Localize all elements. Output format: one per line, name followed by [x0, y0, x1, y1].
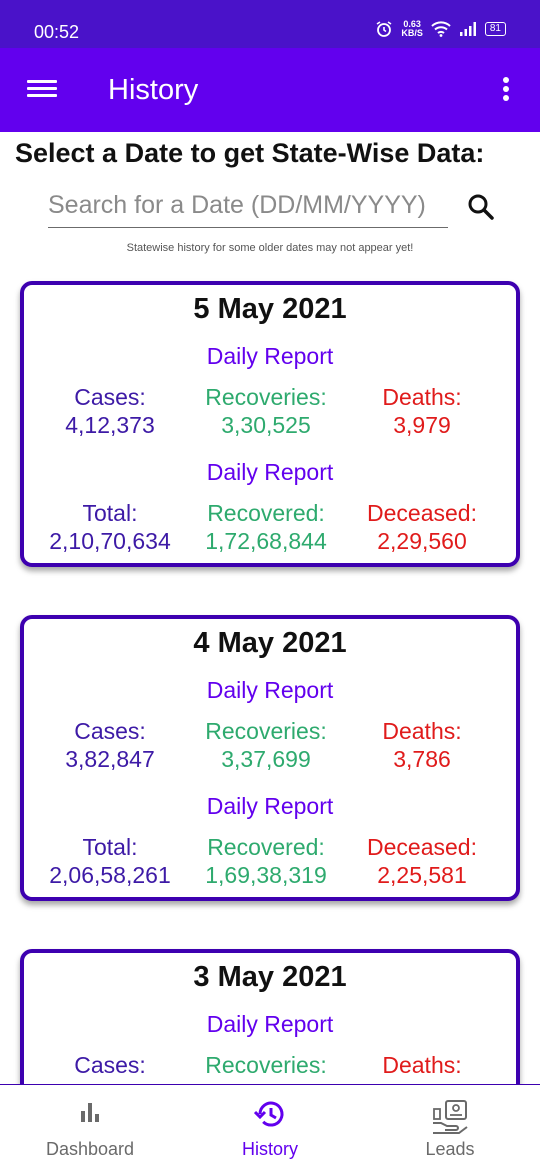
nav-item-dashboard[interactable]: Dashboard — [0, 1085, 180, 1170]
app-bar-title: History — [108, 74, 199, 106]
deceased-value: 2,25,581 — [377, 862, 467, 888]
deaths-label: Deaths: — [382, 718, 462, 744]
bottom-navigation: Dashboard History Leads — [0, 1084, 540, 1170]
net-speed-unit: KB/S — [401, 28, 423, 38]
recovered-label: Recovered: — [207, 834, 325, 860]
cases-label: Cases: — [74, 1052, 146, 1078]
deaths-stat: Deaths: 3,979 — [332, 383, 512, 439]
card-date: 5 May 2021 — [193, 293, 347, 325]
battery-indicator: 81 — [484, 22, 506, 36]
history-card[interactable]: 4 May 2021 Daily Report Cases: 3,82,847 R… — [20, 615, 520, 901]
recovered-value: 1,72,68,844 — [205, 528, 327, 554]
cumulative-report-title: Daily Report — [206, 459, 334, 485]
nav-label-dashboard: Dashboard — [45, 1139, 135, 1159]
app-bar: History — [0, 48, 540, 132]
recoveries-label: Recoveries: — [205, 1052, 327, 1078]
cases-value: 3,82,847 — [65, 746, 155, 772]
menu-icon[interactable] — [22, 74, 62, 106]
signal-icon — [459, 22, 476, 36]
cases-stat: Cases: 4,12,373 — [20, 383, 200, 439]
bar-chart-icon — [81, 1103, 99, 1122]
recoveries-label: Recoveries: — [205, 718, 327, 744]
recovered-value: 1,69,38,319 — [205, 862, 327, 888]
deaths-label: Deaths: — [382, 384, 462, 410]
network-speed: 0.63 KB/S — [401, 20, 423, 38]
total-value: 2,06,58,261 — [49, 862, 171, 888]
total-label: Total: — [82, 500, 138, 526]
date-search-input[interactable] — [48, 186, 448, 228]
deceased-label: Deceased: — [367, 500, 477, 526]
cases-stat: Cases: — [20, 1051, 200, 1079]
deceased-stat: Deceased: 2,25,581 — [332, 833, 512, 889]
recovered-label: Recovered: — [207, 500, 325, 526]
deceased-value: 2,29,560 — [377, 528, 467, 554]
cases-label: Cases: — [74, 718, 146, 744]
recoveries-stat: Recoveries: — [176, 1051, 356, 1079]
recovered-stat: Recovered: 1,72,68,844 — [176, 499, 356, 555]
card-date: 3 May 2021 — [193, 961, 347, 993]
recoveries-value: 3,30,525 — [221, 412, 311, 438]
total-label: Total: — [82, 834, 138, 860]
deaths-stat: Deaths: — [332, 1051, 512, 1079]
status-icons: 0.63 KB/S 81 — [375, 20, 506, 38]
daily-report-title: Daily Report — [206, 343, 334, 369]
daily-report-title: Daily Report — [206, 1011, 334, 1037]
net-speed-value: 0.63 — [403, 19, 421, 29]
wifi-icon — [431, 21, 451, 37]
deaths-label: Deaths: — [382, 1052, 462, 1078]
nav-label-history: History — [241, 1139, 298, 1159]
nav-item-history[interactable]: History — [180, 1085, 360, 1170]
total-value: 2,10,70,634 — [49, 528, 171, 554]
status-time: 00:52 — [34, 22, 80, 42]
deaths-value: 3,979 — [393, 412, 451, 438]
recoveries-label: Recoveries: — [205, 384, 327, 410]
more-options-icon[interactable] — [494, 74, 518, 106]
total-stat: Total: 2,10,70,634 — [20, 499, 200, 555]
cumulative-report-title: Daily Report — [206, 793, 334, 819]
search-icon[interactable] — [466, 192, 496, 222]
recovered-stat: Recovered: 1,69,38,319 — [176, 833, 356, 889]
leads-icon — [433, 1100, 468, 1134]
recoveries-stat: Recoveries: 3,37,699 — [176, 717, 356, 773]
deceased-stat: Deceased: 2,29,560 — [332, 499, 512, 555]
deaths-stat: Deaths: 3,786 — [332, 717, 512, 773]
recoveries-value: 3,37,699 — [221, 746, 311, 772]
total-stat: Total: 2,06,58,261 — [20, 833, 200, 889]
daily-report-title: Daily Report — [206, 677, 334, 703]
deceased-label: Deceased: — [367, 834, 477, 860]
history-icon — [253, 1101, 284, 1127]
nav-label-leads: Leads — [425, 1139, 475, 1159]
cases-value: 4,12,373 — [65, 412, 155, 438]
status-bar: 00:52 0.63 KB/S 81 — [0, 0, 540, 48]
deaths-value: 3,786 — [393, 746, 451, 772]
cases-label: Cases: — [74, 384, 146, 410]
card-date: 4 May 2021 — [193, 627, 347, 659]
date-search-row — [48, 186, 498, 230]
alarm-icon — [376, 21, 392, 37]
recoveries-stat: Recoveries: 3,30,525 — [176, 383, 356, 439]
history-note: Statewise history for some older dates m… — [126, 242, 414, 254]
nav-item-leads[interactable]: Leads — [360, 1085, 540, 1170]
cases-stat: Cases: 3,82,847 — [20, 717, 200, 773]
page-heading: Select a Date to get State-Wise Data: — [15, 138, 485, 168]
history-card[interactable]: 5 May 2021 Daily Report Cases: 4,12,373 R… — [20, 281, 520, 567]
